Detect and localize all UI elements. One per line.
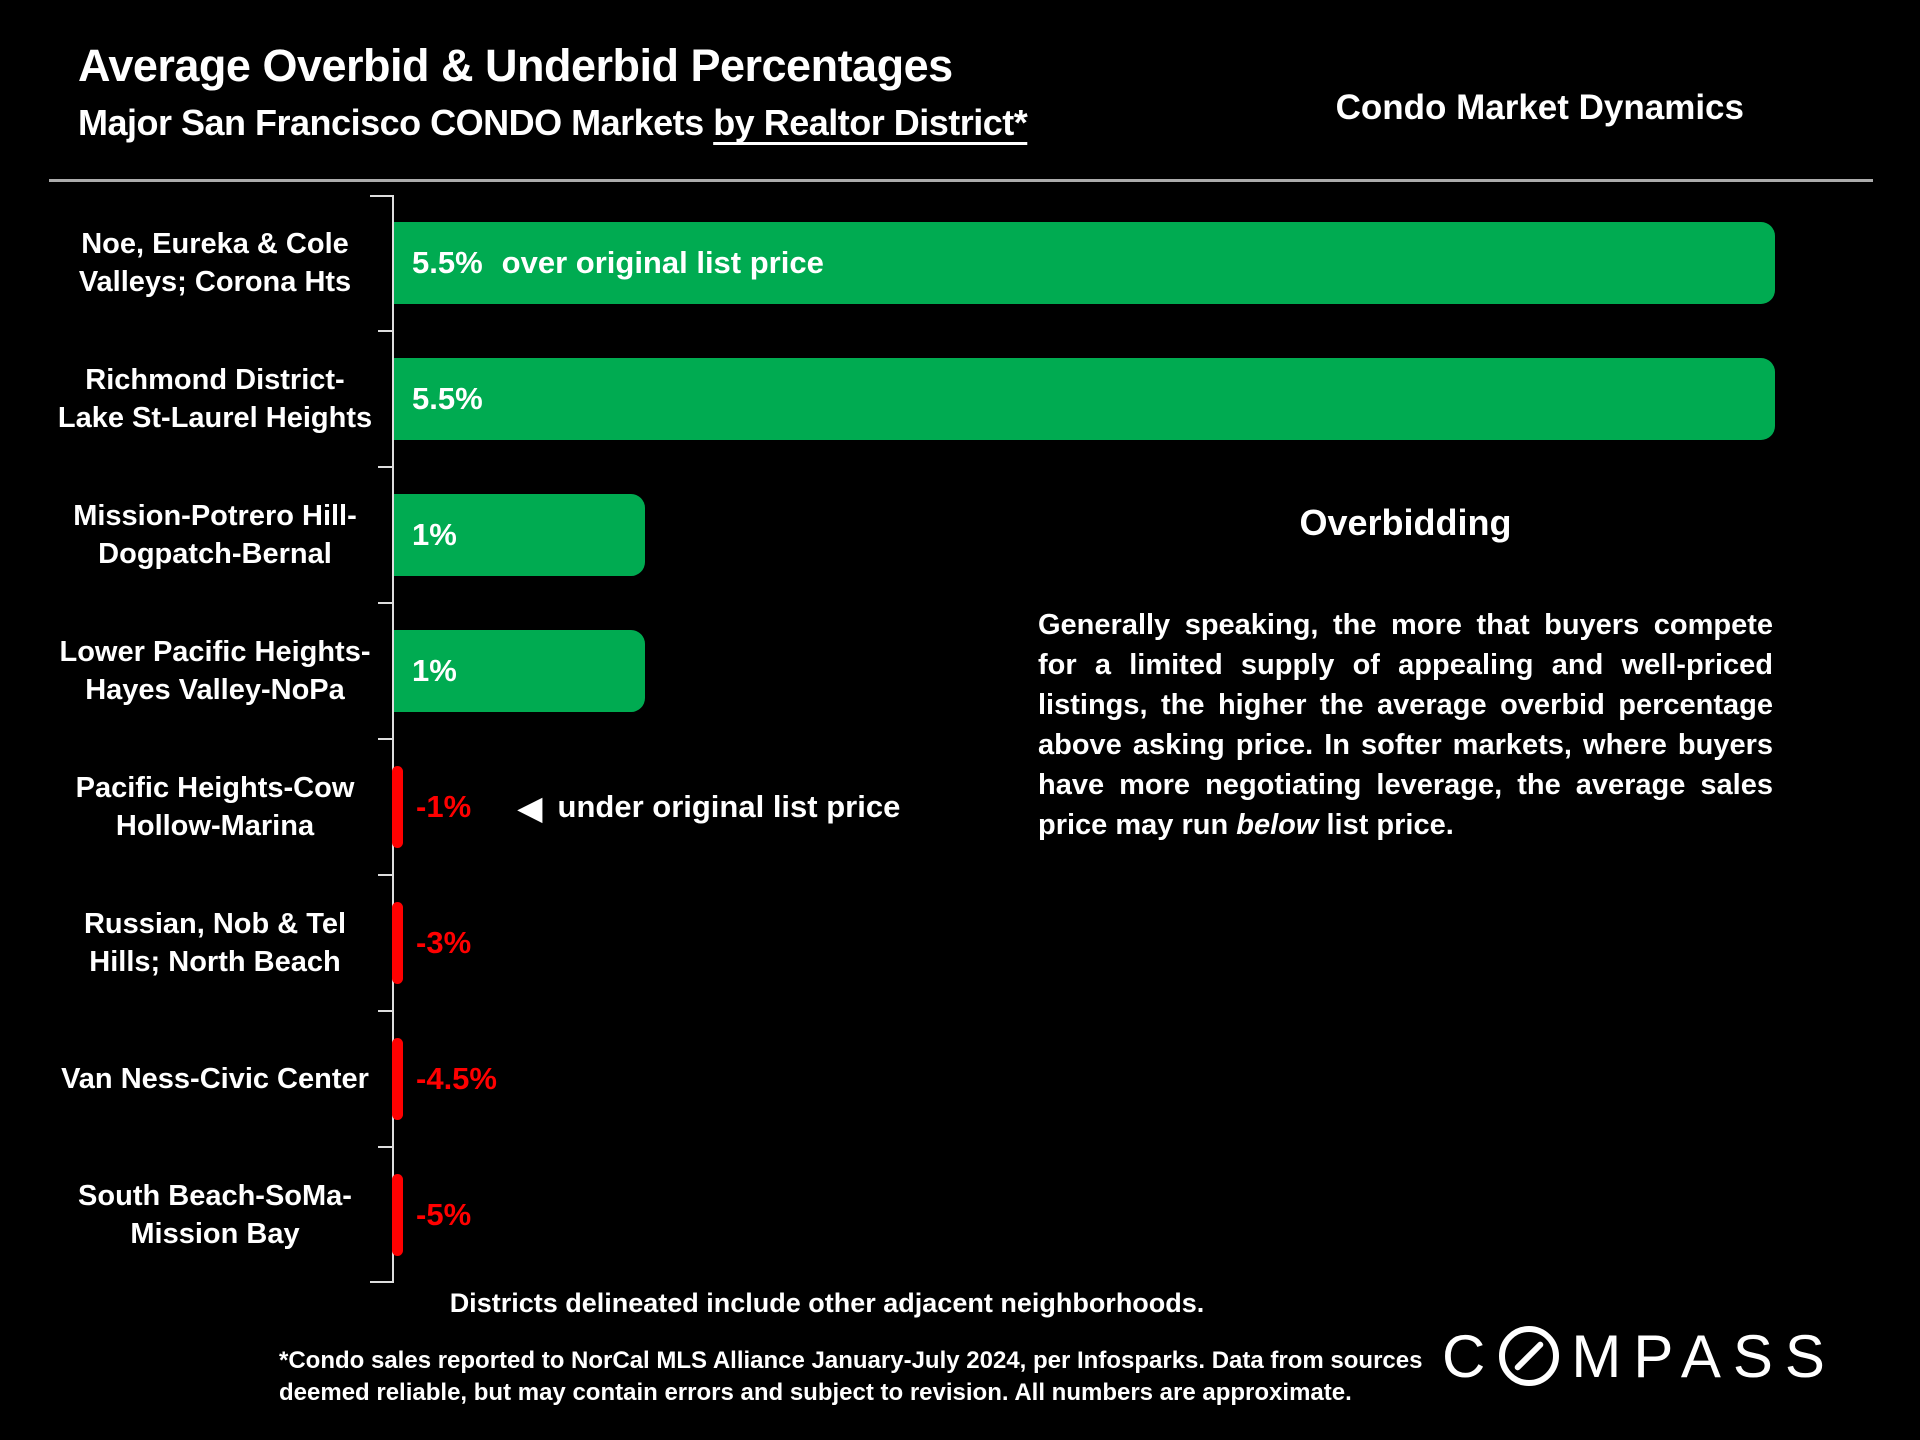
plot-area: -1% ◀ under original list price (392, 739, 1920, 875)
plot-area: 1% (394, 603, 1920, 739)
category-label: Lower Pacific Heights- Hayes Valley-NoPa (59, 635, 371, 706)
axis-tick (378, 466, 392, 468)
overbidding-section: Overbidding Generally speaking, the more… (1038, 505, 1773, 845)
bar-outside-labels: -4.5% (416, 1061, 497, 1097)
logo-letters: MPASS (1571, 1322, 1837, 1390)
category-label: Mission-Potrero Hill- Dogpatch-Bernal (73, 499, 357, 570)
y-axis-line (392, 195, 394, 1283)
chart-row: Noe, Eureka & Cole Valleys; Corona Hts 5… (0, 195, 1920, 331)
paragraph-part: Generally speaking, the more that buyers… (1038, 609, 1773, 842)
footnote: *Condo sales reported to NorCal MLS Alli… (279, 1345, 1422, 1410)
plot-area: -5% (392, 1147, 1920, 1283)
chart-row: South Beach-SoMa- Mission Bay -5% (0, 1147, 1920, 1283)
axis-tick (378, 1146, 392, 1148)
bar-outside-labels: -1% ◀ under original list price (416, 789, 900, 825)
bar (392, 902, 403, 984)
bar-value-label: 1% (412, 517, 457, 552)
bar-value-label: -3% (416, 925, 472, 960)
compass-logo: C MPASS (1442, 1323, 1837, 1390)
bar: 5.5% (394, 358, 1775, 440)
category-label: Pacific Heights-Cow Hollow-Marina (75, 771, 355, 842)
bar-value-label: 5.5% (412, 245, 483, 280)
category-label: Noe, Eureka & Cole Valleys; Corona Hts (78, 227, 352, 298)
corner-label: Condo Market Dynamics (1335, 88, 1744, 127)
bar-value-label: -1% (416, 789, 472, 824)
plot-area: -4.5% (392, 1011, 1920, 1147)
logo-letter: C (1442, 1322, 1498, 1390)
axis-tick (370, 195, 392, 197)
bar-value-label: 1% (412, 653, 457, 688)
overbidding-heading: Overbidding (1299, 502, 1512, 543)
bar-chart: Noe, Eureka & Cole Valleys; Corona Hts 5… (0, 195, 1920, 1283)
subtitle-underlined: by Realtor District* (713, 102, 1028, 143)
category-label: South Beach-SoMa- Mission Bay (78, 1179, 352, 1250)
axis-tick (378, 330, 392, 332)
chart-row: Lower Pacific Heights- Hayes Valley-NoPa… (0, 603, 1920, 739)
chart-row: Mission-Potrero Hill- Dogpatch-Bernal 1% (0, 467, 1920, 603)
bar: 1% (394, 630, 645, 712)
chart-row: Richmond District- Lake St-Laurel Height… (0, 331, 1920, 467)
plot-area: 5.5% (394, 331, 1920, 467)
bar-outside-labels: -3% (416, 925, 471, 961)
category-label: Russian, Nob & Tel Hills; North Beach (83, 907, 347, 978)
axis-tick (378, 738, 392, 740)
bar: 5.5% over original list price (394, 222, 1775, 304)
bar-value-label: -4.5% (416, 1061, 497, 1096)
footnote-line: *Condo sales reported to NorCal MLS Alli… (279, 1347, 1423, 1374)
category-label: Van Ness-Civic Center (61, 1062, 369, 1095)
chart-row: Van Ness-Civic Center -4.5% (0, 1011, 1920, 1147)
axis-tick (370, 1281, 392, 1283)
bar-note-label: over original list price (501, 245, 824, 280)
compass-o-icon (1499, 1326, 1560, 1386)
bar (392, 1038, 403, 1120)
header-divider (49, 179, 1873, 182)
footnote-line: deemed reliable, but may contain errors … (279, 1379, 1352, 1407)
districts-note: Districts delineated include other adjac… (449, 1288, 1205, 1318)
axis-tick (378, 1010, 392, 1012)
paragraph-part: list price. (1318, 809, 1454, 842)
bar (392, 766, 403, 848)
compass-needle-icon (1513, 1340, 1545, 1372)
bar-value-label: 5.5% (412, 381, 483, 416)
plot-area: 5.5% over original list price (394, 195, 1920, 331)
subtitle-prefix: Major San Francisco CONDO Markets (78, 102, 714, 143)
category-label: Richmond District- Lake St-Laurel Height… (57, 363, 373, 434)
axis-tick (378, 874, 392, 876)
bar: 1% (394, 494, 645, 576)
annotation-label: under original list price (557, 789, 901, 824)
bar-outside-labels: -5% (416, 1197, 471, 1233)
overbidding-paragraph: Generally speaking, the more that buyers… (1038, 605, 1773, 845)
chart-row: Russian, Nob & Tel Hills; North Beach -3… (0, 875, 1920, 1011)
paragraph-italic-word: below (1236, 809, 1319, 842)
page-subtitle: Major San Francisco CONDO Markets by Rea… (78, 102, 1028, 144)
page-title: Average Overbid & Underbid Percentages (78, 40, 953, 91)
under-list-annotation: ◀ under original list price (517, 789, 900, 825)
plot-area: 1% (394, 467, 1920, 603)
left-arrow-icon: ◀ (517, 788, 543, 826)
bar (392, 1174, 403, 1256)
chart-row: Pacific Heights-Cow Hollow-Marina -1% ◀ … (0, 739, 1920, 875)
axis-tick (378, 602, 392, 604)
bar-value-label: -5% (416, 1197, 472, 1232)
plot-area: -3% (392, 875, 1920, 1011)
